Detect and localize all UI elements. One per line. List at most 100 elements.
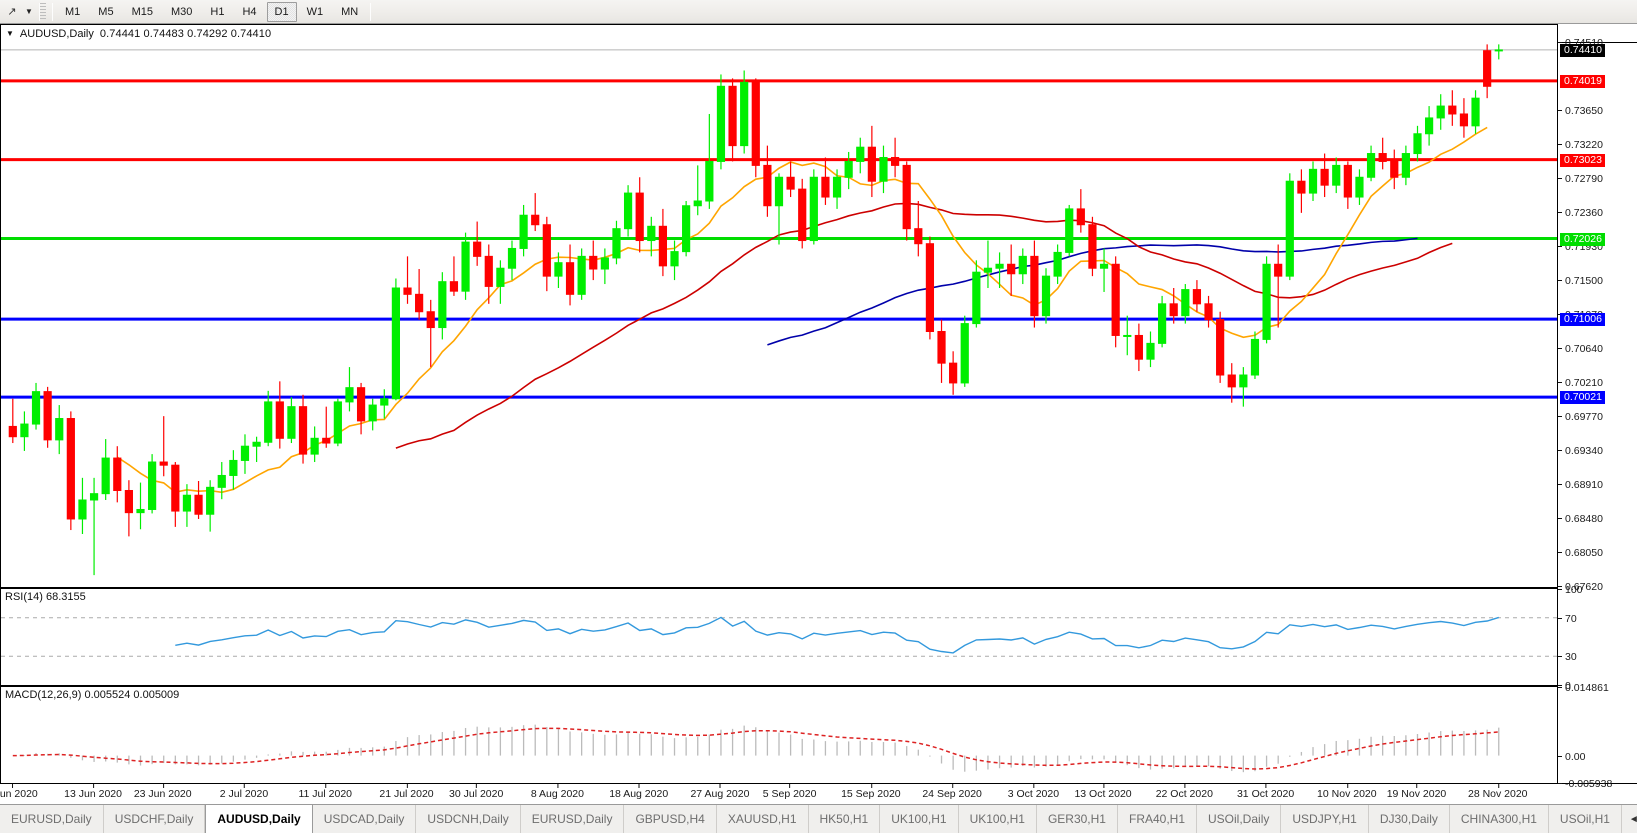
price-axis-tick: 0.73650	[1558, 105, 1603, 117]
date-axis[interactable]: 4 Jun 2020 13 Jun 2020 23 Jun 2020 2 Jul 20…	[0, 784, 1558, 804]
chart-tab[interactable]: EURUSD,Daily	[520, 805, 625, 833]
chart-tab[interactable]: EURUSD,Daily	[0, 805, 104, 833]
candle-body	[66, 418, 75, 520]
candle-body	[554, 262, 563, 277]
tab-scroll-left-icon[interactable]: ◄	[1627, 814, 1637, 825]
chart-tab-active[interactable]: AUDUSD,Daily	[205, 805, 313, 833]
chart-tab[interactable]: GER30,H1	[1036, 805, 1118, 833]
candle-body	[380, 398, 389, 406]
timeframe-h4[interactable]: H4	[242, 5, 257, 18]
price-axis-tick: 0.68910	[1558, 479, 1603, 491]
chart-tab[interactable]: XAUUSD,H1	[716, 805, 809, 833]
price-axis[interactable]: 0.74510 0.73650 0.73220 0.72790 0.72360 0.719…	[1558, 37, 1637, 790]
candle-body	[519, 214, 528, 249]
date-axis-tick: 21 Jul 2020	[379, 784, 434, 800]
candle-body	[496, 267, 505, 287]
rsi-pane[interactable]: RSI(14) 68.3155	[0, 588, 1558, 686]
macd-axis-tick: -0.005938	[1558, 778, 1612, 790]
candle-body	[647, 225, 656, 242]
candle-body	[438, 281, 447, 329]
chart-tab[interactable]: GBPUSD,H4	[624, 805, 717, 833]
chart-tab[interactable]: USDJPY,H1	[1281, 805, 1369, 833]
toolbar-separator	[52, 2, 53, 21]
macd-chart-svg	[12, 724, 1500, 773]
timeframe-m30[interactable]: M30	[170, 5, 193, 18]
pivot-level-label[interactable]: 0.72026	[1560, 232, 1605, 246]
candle-body	[995, 263, 1004, 269]
bid-price-label[interactable]: 0.74410	[1560, 44, 1605, 58]
candle-body	[960, 323, 969, 384]
support-level-label-1[interactable]: 0.71006	[1560, 313, 1605, 327]
candle-body	[879, 156, 888, 182]
candle-body	[1111, 263, 1120, 336]
timeframe-mn[interactable]: MN	[341, 5, 359, 18]
rsi-level-lines	[1, 617, 1557, 657]
chart-tab[interactable]: HK50,H1	[808, 805, 881, 833]
candle-body	[856, 146, 865, 162]
candle-body	[461, 241, 470, 292]
date-axis-tick: 11 Jul 2020	[298, 784, 352, 800]
macd-pane[interactable]: MACD(12,26,9) 0.005524 0.005009	[0, 686, 1558, 784]
timeframe-m15[interactable]: M15	[131, 5, 153, 18]
price-plot	[1, 42, 1557, 587]
chart-tab[interactable]: UK100,H1	[958, 805, 1037, 833]
price-axis-tick: 0.70640	[1558, 343, 1603, 355]
candle-body	[670, 251, 679, 267]
chart-tab[interactable]: USOil,Daily	[1197, 805, 1282, 833]
rsi-chart-svg	[1, 616, 1557, 657]
candle-body	[136, 508, 145, 514]
date-axis-tick: 4 Jun 2020	[0, 784, 38, 800]
candle-body	[1390, 160, 1399, 178]
macd-plot	[1, 687, 1557, 783]
resistance-level-label-1[interactable]: 0.74019	[1560, 75, 1605, 89]
candle-body	[786, 176, 795, 190]
chart-tab[interactable]: CHINA300,H1	[1449, 805, 1549, 833]
candle-body	[298, 406, 308, 455]
timeframe-d1[interactable]: D1	[266, 1, 297, 22]
candle-body	[264, 401, 273, 443]
resistance-level-label-2[interactable]: 0.73023	[1560, 153, 1605, 167]
chart-tab[interactable]: FRA40,H1	[1117, 805, 1198, 833]
date-axis-tick: 31 Oct 2020	[1236, 784, 1295, 800]
candle-body	[1401, 153, 1410, 178]
timeframe-m1[interactable]: M1	[65, 5, 81, 18]
timeframe-w1[interactable]: W1	[306, 5, 324, 18]
candle-body	[78, 499, 87, 520]
chart-tab[interactable]: UK100,H1	[880, 805, 959, 833]
collapse-triangle-icon[interactable]: ▼	[6, 29, 14, 38]
date-axis-tick: 8 Aug 2020	[530, 784, 584, 800]
price-axis-tick: 0.67620	[1558, 581, 1603, 593]
toolbar-grip-handle[interactable]	[39, 2, 46, 21]
candle-body	[1192, 289, 1202, 305]
candle-body	[600, 257, 609, 270]
chart-tab[interactable]: DJ30,Daily	[1368, 805, 1450, 833]
candle-body	[426, 311, 435, 329]
candle-body	[798, 188, 807, 242]
rsi-axis-tick: 100	[1558, 584, 1583, 596]
chart-tab[interactable]: USDCHF,Daily	[103, 805, 206, 833]
price-pane[interactable]	[0, 42, 1558, 588]
candlesticks-group	[8, 44, 1503, 576]
candle-body	[1285, 180, 1294, 277]
timeframe-m5[interactable]: M5	[98, 5, 114, 18]
chart-tab[interactable]: USDCNH,Daily	[416, 805, 521, 833]
candle-body	[415, 293, 424, 313]
candle-body	[31, 391, 41, 425]
dropdown-caret-icon[interactable]: ▼	[25, 7, 33, 16]
support-level-label-2[interactable]: 0.70021	[1560, 390, 1605, 404]
candle-body	[1413, 133, 1422, 155]
cursor-tool-icon[interactable]: ↗	[7, 6, 17, 18]
ma-fast-line	[116, 126, 1488, 494]
candle-body	[113, 457, 122, 491]
candle-body	[949, 362, 958, 384]
candle-body	[310, 437, 319, 455]
chart-tab[interactable]: USOil,H1	[1548, 805, 1622, 833]
chart-tab[interactable]: USDCAD,Daily	[312, 805, 417, 833]
candle-body	[925, 243, 935, 333]
candle-body	[542, 224, 551, 277]
candle-body	[623, 192, 633, 230]
date-axis-tick: 22 Oct 2020	[1155, 784, 1213, 800]
date-axis-tick: 24 Sep 2020	[922, 784, 982, 800]
candle-body	[194, 494, 203, 515]
timeframe-h1[interactable]: H1	[210, 5, 225, 18]
